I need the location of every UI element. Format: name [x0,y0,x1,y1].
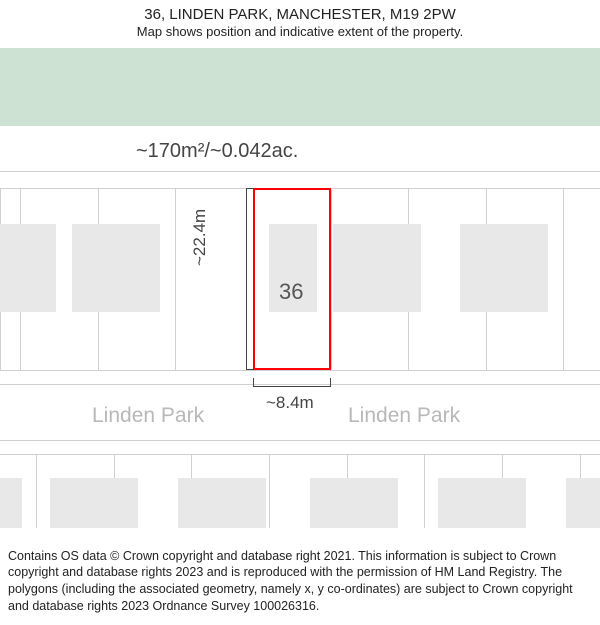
building-footprint [50,478,138,528]
building-footprint [72,224,160,312]
building-footprint [438,478,526,528]
map-line [0,384,600,385]
building-footprint [178,478,266,528]
header: 36, LINDEN PARK, MANCHESTER, M19 2PW Map… [0,0,600,41]
height-dimension-tick [246,188,254,189]
house-number: 36 [279,279,303,305]
building-footprint [333,224,421,312]
map-line [0,370,600,371]
width-dimension-line [253,386,331,387]
page-subtitle: Map shows position and indicative extent… [10,24,590,39]
plot-divider [269,454,270,528]
map-line [0,454,600,455]
plot-divider [36,454,37,528]
copyright-footer: Contains OS data © Crown copyright and d… [0,542,600,625]
page-title: 36, LINDEN PARK, MANCHESTER, M19 2PW [10,6,590,23]
building-footprint [0,478,22,528]
plot-divider [424,454,425,528]
height-label: ~22.4m [190,209,210,266]
width-dimension-tick [330,378,331,386]
map-line [0,171,600,172]
building-footprint [0,224,56,312]
height-dimension-tick [246,369,254,370]
area-label: ~170m²/~0.042ac. [136,140,298,163]
width-label: ~8.4m [266,393,314,413]
map-line [0,440,600,441]
street-label: Linden Park [348,404,460,428]
plot-divider [175,188,176,370]
building-footprint [566,478,600,528]
map-area: ~170m²/~0.042ac. ~22.4m ~8.4m 36 Linden … [0,48,600,528]
building-footprint [310,478,398,528]
height-dimension-line [246,188,247,370]
plot-divider [331,188,332,370]
building-footprint [460,224,548,312]
street-label: Linden Park [92,404,204,428]
green-band [0,48,600,126]
width-dimension-tick [253,378,254,386]
plot-divider [563,188,564,370]
